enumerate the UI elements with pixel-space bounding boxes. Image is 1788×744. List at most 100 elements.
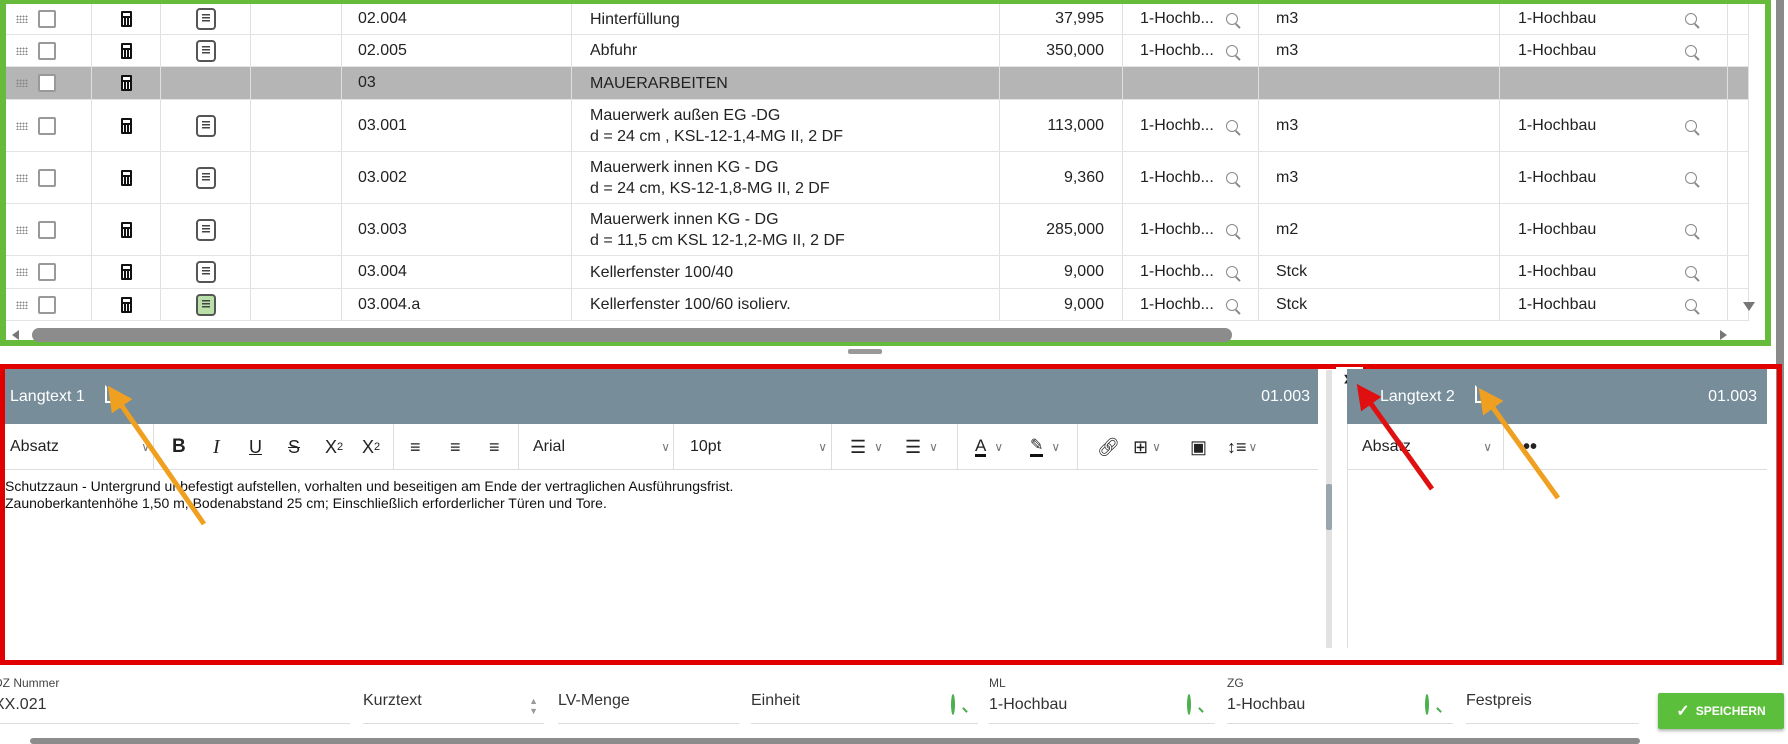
search-icon[interactable]	[1685, 298, 1697, 311]
table-row[interactable]: 03.003 Mauerwerk innen KG - DG d = 11,5 cm…	[6, 204, 1749, 256]
align-left-icon[interactable]: ≡	[410, 436, 421, 457]
einheit-field[interactable]: Einheit	[751, 672, 978, 724]
search-icon[interactable]	[1225, 171, 1238, 184]
drag-handle-icon[interactable]	[16, 15, 28, 23]
calculator-icon[interactable]	[120, 117, 132, 134]
search-icon[interactable]	[1685, 223, 1697, 236]
text-color-icon[interactable]: A ∨	[975, 435, 1004, 457]
document-icon[interactable]	[195, 166, 216, 189]
numbered-list-icon[interactable]: ☰ ∨	[905, 436, 938, 457]
quantity-cell: 37,995	[1000, 4, 1123, 34]
row-checkbox[interactable]	[38, 74, 56, 92]
search-icon[interactable]	[1685, 171, 1697, 184]
row-checkbox[interactable]	[38, 168, 56, 187]
drag-handle-icon[interactable]	[16, 225, 28, 234]
font-family-select[interactable]: Arial ∨	[533, 424, 670, 470]
table-icon[interactable]: ⊞ ∨	[1133, 436, 1161, 457]
document-icon[interactable]	[195, 293, 216, 316]
underline-button[interactable]: U	[249, 436, 262, 457]
editor1-content[interactable]: Schutzzaun - Untergrund unbefestigt aufs…	[5, 478, 1318, 648]
search-icon[interactable]	[951, 694, 955, 715]
row-checkbox[interactable]	[38, 263, 56, 281]
document-icon[interactable]	[195, 114, 216, 137]
table-row[interactable]: 02.004 Hinterfüllung 37,995 1-Hochb... m3 1-H…	[6, 4, 1749, 35]
splitter-handle[interactable]	[848, 349, 882, 354]
calculator-icon[interactable]	[120, 75, 132, 91]
align-center-icon[interactable]: ≡	[450, 436, 461, 457]
highlight-color-icon[interactable]: ✎ ∨	[1030, 424, 1060, 470]
grid-vertical-scrollbar[interactable]	[1776, 0, 1784, 665]
calculator-icon[interactable]	[120, 42, 132, 59]
search-icon[interactable]	[1225, 298, 1238, 311]
lv-menge-field[interactable]: LV-Menge	[558, 672, 739, 724]
bold-button[interactable]: B	[172, 436, 186, 457]
festpreis-field[interactable]: Festpreis	[1466, 672, 1639, 724]
calculator-icon[interactable]	[120, 11, 132, 27]
italic-button[interactable]: I	[213, 435, 220, 458]
document-icon[interactable]	[195, 8, 216, 30]
scroll-down-arrow[interactable]	[1743, 302, 1755, 311]
grid-horizontal-scrollbar[interactable]	[8, 328, 1748, 342]
zg-field[interactable]: ZG 1-Hochbau	[1227, 672, 1453, 724]
search-icon[interactable]	[1685, 13, 1697, 25]
drag-handle-icon[interactable]	[16, 46, 28, 55]
dz-nummer-field[interactable]: DZ Nummer XX.021	[0, 672, 350, 724]
block-format-select[interactable]: Absatz ∨	[10, 424, 150, 470]
calculator-icon[interactable]	[120, 221, 132, 238]
calculator-icon[interactable]	[120, 169, 132, 186]
link-icon[interactable]: 🔗︎	[1097, 436, 1120, 457]
strikethrough-button[interactable]: S	[288, 436, 301, 457]
table-row[interactable]: 03.004 Kellerfenster 100/40 9,000 1-Hochb..…	[6, 256, 1749, 289]
font-size-select[interactable]: 10pt ∨	[690, 424, 827, 470]
calculator-icon[interactable]	[120, 264, 132, 280]
align-right-icon[interactable]: ≡	[489, 436, 500, 457]
drag-handle-icon[interactable]	[16, 79, 28, 87]
row-checkbox[interactable]	[38, 10, 56, 28]
row-checkbox[interactable]	[38, 41, 56, 60]
save-button[interactable]: ✓ SPEICHERN	[1658, 693, 1784, 729]
search-icon[interactable]	[1685, 266, 1697, 278]
row-checkbox[interactable]	[38, 220, 56, 239]
scrollbar-thumb[interactable]	[32, 328, 1232, 342]
group-row[interactable]: 03 MAUERARBEITEN	[6, 67, 1749, 100]
search-icon[interactable]	[1685, 119, 1697, 132]
table-row[interactable]: 03.004.a Kellerfenster 100/60 isolierv. 9,…	[6, 289, 1749, 321]
editor2-toolbar: Absatz ∨ ••	[1347, 424, 1767, 470]
search-icon[interactable]	[1187, 694, 1191, 715]
table-row[interactable]: 02.005 Abfuhr 350,000 1-Hochb... m3 1-Hochbau	[6, 35, 1749, 67]
bullet-list-icon[interactable]: ☰ ∨	[850, 436, 883, 457]
search-icon[interactable]	[1225, 223, 1238, 236]
search-icon[interactable]	[1225, 13, 1238, 25]
document-icon[interactable]	[195, 218, 216, 241]
calculator-icon[interactable]	[120, 296, 132, 313]
editor2-content[interactable]	[1347, 470, 1767, 648]
kurztext-field[interactable]: Kurztext ▲ ▼	[363, 672, 544, 724]
scrollbar-thumb[interactable]	[1326, 484, 1332, 530]
search-icon[interactable]	[1225, 266, 1238, 278]
editor1-title: Langtext 1	[10, 388, 85, 405]
table-row[interactable]: 03.002 Mauerwerk innen KG - DG d = 24 cm, …	[6, 152, 1749, 204]
sort-icon[interactable]: ▲ ▼	[529, 696, 538, 716]
scroll-left-arrow[interactable]	[12, 330, 19, 340]
page-horizontal-scrollbar[interactable]	[30, 738, 1640, 744]
scroll-right-arrow[interactable]	[1720, 330, 1727, 340]
table-row[interactable]: 03.001 Mauerwerk außen EG -DG d = 24 cm , …	[6, 100, 1749, 152]
drag-handle-icon[interactable]	[16, 173, 28, 182]
search-icon[interactable]	[1685, 44, 1697, 57]
search-icon[interactable]	[1225, 119, 1238, 132]
image-icon[interactable]: ▣	[1190, 436, 1208, 457]
document-icon[interactable]	[195, 261, 216, 283]
row-checkbox[interactable]	[38, 116, 56, 135]
line-height-icon[interactable]: ↕≡ ∨	[1227, 436, 1258, 457]
ml-field[interactable]: ML 1-Hochbau	[989, 672, 1215, 724]
drag-handle-icon[interactable]	[16, 121, 28, 130]
drag-handle-icon[interactable]	[16, 268, 28, 276]
search-icon[interactable]	[1425, 694, 1429, 715]
document-icon[interactable]	[195, 39, 216, 62]
search-icon[interactable]	[1225, 44, 1238, 57]
editor1-scrollbar[interactable]	[1326, 370, 1332, 648]
row-checkbox[interactable]	[38, 295, 56, 314]
drag-handle-icon[interactable]	[16, 300, 28, 309]
